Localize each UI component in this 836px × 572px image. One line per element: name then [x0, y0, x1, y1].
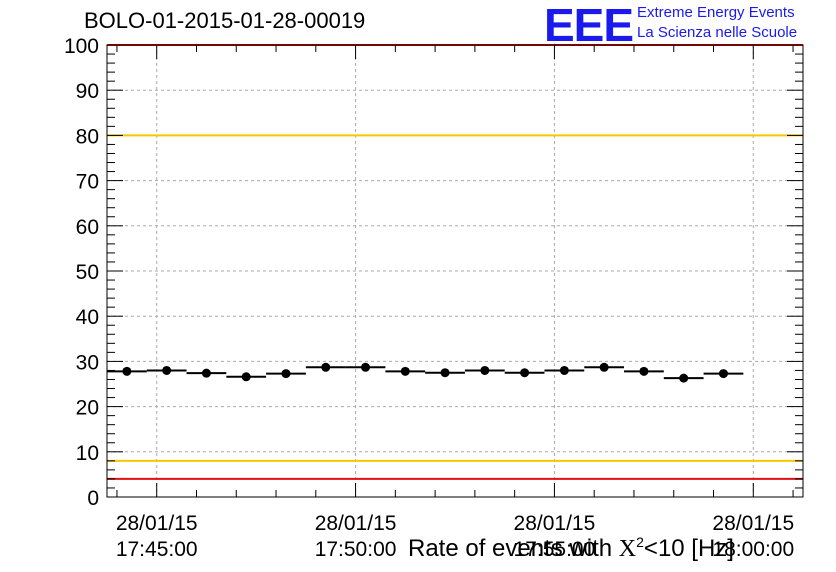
x-axis-title-sup: 2	[636, 534, 644, 550]
y-tick-label: 50	[76, 261, 99, 284]
x-axis-title-prefix: Rate of events with	[408, 535, 619, 562]
data-point	[281, 369, 291, 379]
x-tick-label-date: 28/01/15	[315, 512, 397, 535]
logo-line-1: Extreme Energy Events	[637, 4, 795, 21]
data-point	[599, 362, 609, 372]
data-point	[520, 368, 530, 378]
y-tick-label: 20	[76, 397, 99, 420]
y-tick-label: 0	[87, 487, 99, 510]
x-tick-label-time: 17:55:00	[514, 538, 596, 561]
data-point	[361, 362, 371, 372]
x-tick-label-time: 18:00:00	[712, 538, 794, 561]
chart-title: BOLO-01-2015-01-28-00019	[84, 8, 366, 33]
eee-logo-mark: EEE	[544, 0, 634, 51]
y-tick-label: 10	[76, 442, 99, 465]
data-point	[162, 365, 172, 375]
x-tick-label-date: 28/01/15	[116, 512, 198, 535]
x-tick-label-date: 28/01/15	[514, 512, 596, 535]
data-point	[201, 368, 211, 378]
y-tick-label: 100	[64, 35, 99, 58]
x-axis-title-chi: X	[618, 536, 637, 562]
data-point	[718, 369, 728, 379]
x-axis-title-suffix: <10 [Hz]	[643, 535, 734, 562]
y-tick-label: 40	[76, 306, 99, 329]
data-point	[321, 362, 331, 372]
y-tick-label: 60	[76, 216, 99, 239]
x-axis-title: Rate of events with X2<10 [Hz]	[408, 534, 734, 563]
data-point	[400, 366, 410, 376]
x-tick-label-date: 28/01/15	[712, 512, 794, 535]
logo-line-2: La Scienza nelle Scuole	[637, 24, 798, 41]
x-tick-label-time: 17:45:00	[116, 538, 198, 561]
y-tick-label: 70	[76, 171, 99, 194]
data-point	[241, 372, 251, 382]
x-tick-label-time: 17:50:00	[315, 538, 397, 561]
y-tick-label: 90	[76, 80, 99, 103]
data-point	[122, 366, 132, 376]
y-tick-label: 80	[76, 125, 99, 148]
data-point	[559, 365, 569, 375]
data-point	[679, 373, 689, 383]
data-point	[639, 366, 649, 376]
data-point	[480, 365, 490, 375]
eee-logo-text: Extreme Energy Events La Scienza nelle S…	[637, 3, 797, 43]
y-tick-label: 30	[76, 351, 99, 374]
data-point	[440, 368, 450, 378]
eee-logo: EEE Extreme Energy Events La Scienza nel…	[544, 0, 797, 51]
